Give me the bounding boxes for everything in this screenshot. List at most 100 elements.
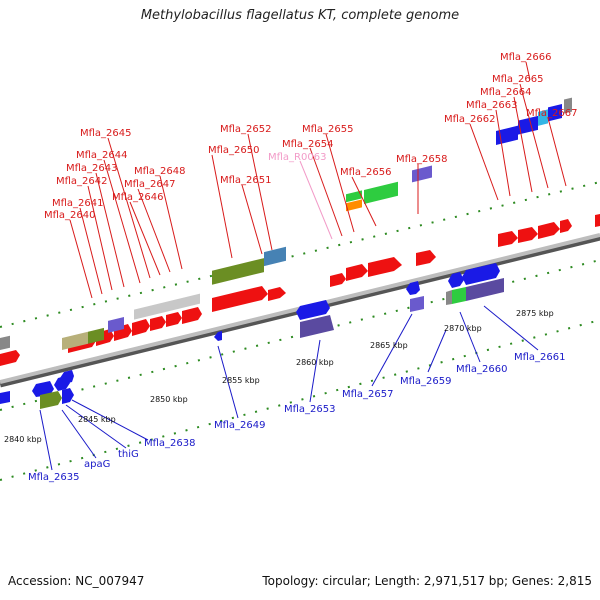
feature-box [364,181,398,204]
gene-label: Mfla_2659 [400,376,452,387]
gene-arrow-forward [368,257,402,277]
feature-box [264,246,286,267]
leader-line [217,345,239,419]
leader-line [103,159,141,284]
leader-line [65,404,127,449]
gene-arrow-reverse [62,388,74,404]
scale-label: 2850 kbp [150,395,188,404]
feature-box [346,190,362,203]
leader-line [495,109,511,197]
feature-box [88,327,104,344]
forward-leaders [69,61,567,299]
leader-line [427,329,447,373]
feature-box [134,293,200,320]
leader-line [247,133,273,251]
gene-box-reverse [410,296,424,312]
gene-label: Mfla_2662 [444,114,496,125]
gene-label: Mfla_2650 [208,145,260,156]
feature-box [496,125,518,146]
leader-line [519,83,549,189]
gene-label: Mfla_2651 [220,175,272,186]
gene-label: Mfla_2646 [112,192,164,203]
leader-line [351,176,377,227]
gene-arrow-forward [518,227,538,243]
gene-arrow-reverse [448,272,464,288]
leader-line [79,207,103,295]
scale-labels: 2840 kbp 2845 kbp 2850 kbp 2855 kbp 2860… [4,309,554,444]
leader-line [71,399,149,441]
forward-genes [0,214,600,366]
gene-label: Mfla_2644 [76,150,128,161]
leader-line [325,133,355,233]
gene-arrow-forward [498,231,518,247]
feature-box [412,165,432,183]
gene-arrow-forward [538,222,560,239]
gene-box-reverse [40,391,62,409]
gene-label: Mfla_2664 [480,87,532,98]
gene-arrow-forward [132,319,150,336]
gene-arrow-forward [560,219,572,233]
leader-line [525,61,531,81]
genome-summary-text: Topology: circular; Length: 2,971,517 bp… [262,574,592,588]
gene-box-reverse [300,315,334,338]
gene-label: Mfla_2640 [44,210,96,221]
gene-label: Mfla_2658 [396,154,448,165]
leader-line [69,219,93,299]
leader-line [513,96,533,193]
forward-gene-labels: Mfla_2640 Mfla_2641 Mfla_2642 Mfla_2643 … [44,52,578,221]
feature-box [346,199,362,212]
gene-label: Mfla_2665 [492,74,544,85]
gene-arrow-forward [416,250,436,266]
gene-label: Mfla_2663 [466,100,518,111]
scale-label: 2860 kbp [296,358,334,367]
scale-label: 2875 kbp [516,309,554,318]
gene-arrow-forward [212,286,268,312]
leader-line [87,185,113,291]
gene-label: Mfla_2645 [80,128,132,139]
leader-line [309,147,343,237]
gene-box-reverse [452,287,466,304]
gene-label: Mfla_2649 [214,420,266,431]
leader-line [39,409,53,471]
feature-box [0,335,10,350]
gene-label: Mfla_2652 [220,124,272,135]
reverse-leaders [39,305,539,471]
gene-arrow-forward [330,273,346,287]
leader-line [107,137,151,279]
gene-arrow-reverse [60,370,74,384]
gene-label: Mfla_2638 [144,438,196,449]
gene-arrow-forward [182,307,202,324]
gene-label: Mfla_2641 [52,198,104,209]
gene-label: apaG [84,459,110,470]
gene-label: Mfla_2660 [456,364,508,375]
leader-line [309,339,321,403]
leader-line [95,172,125,288]
gene-arrow-forward [346,264,368,281]
gene-box-reverse [446,290,452,305]
feature-box [518,115,538,135]
reverse-genes [0,263,504,409]
gene-label: Mfla_2661 [514,352,566,363]
feature-box [548,104,562,122]
gene-label: thiG [118,449,139,460]
leader-line-rna [299,160,333,240]
feature-box [108,317,124,333]
leader-line [469,123,499,201]
scale-label: 2865 kbp [370,341,408,350]
forward-feature-boxes [0,97,572,351]
gene-label-rna: Mfla_R0063 [268,152,326,163]
gene-label: Mfla_2667 [526,108,578,119]
gene-label: Mfla_2648 [134,166,186,177]
gene-arrow-reverse [462,263,500,285]
leader-line [129,201,161,276]
gene-label: Mfla_2642 [56,176,108,187]
gene-label: Mfla_2655 [302,124,354,135]
leader-line [459,311,481,363]
leader-line [137,188,171,273]
leader-line [211,154,233,259]
gene-arrow-reverse [296,300,330,320]
gene-arrow-reverse [406,281,420,295]
gene-arrow-forward [150,316,166,331]
